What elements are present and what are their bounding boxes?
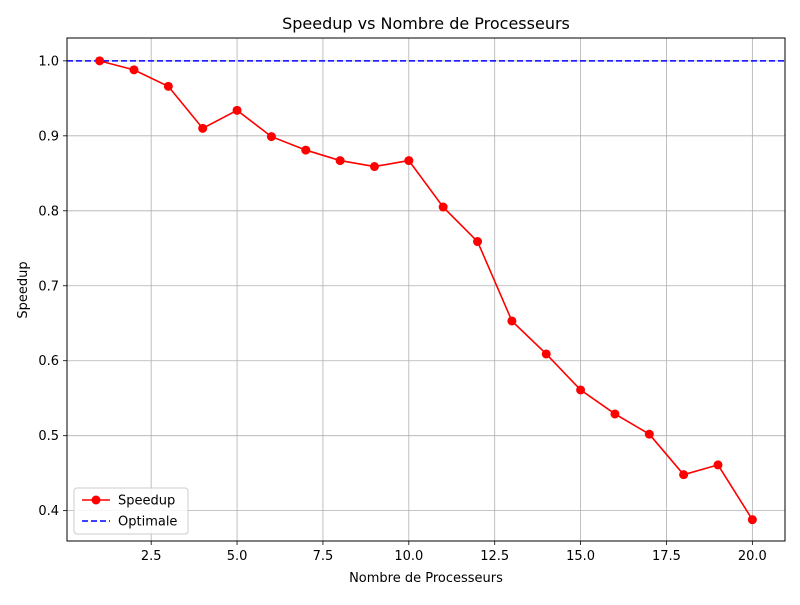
speedup-series bbox=[95, 56, 757, 525]
y-tick-label: 1.0 bbox=[38, 54, 59, 69]
plot-frame bbox=[66, 37, 786, 542]
speedup-point bbox=[473, 237, 483, 247]
x-tick-label: 7.5 bbox=[313, 549, 334, 564]
speedup-line bbox=[99, 60, 754, 521]
speedup-point bbox=[541, 349, 551, 359]
y-axis-label: Speedup bbox=[16, 261, 31, 318]
legend: Speedup Optimale bbox=[73, 487, 189, 535]
speedup-point bbox=[610, 409, 620, 419]
y-tick-label: 0.9 bbox=[38, 129, 59, 144]
x-tick-label: 17.5 bbox=[652, 549, 681, 564]
speedup-point bbox=[747, 515, 757, 525]
speedup-point bbox=[335, 156, 345, 166]
y-tick-label: 0.6 bbox=[38, 354, 59, 369]
speedup-point bbox=[301, 145, 311, 155]
speedup-point bbox=[679, 470, 689, 480]
legend-label-speedup: Speedup bbox=[118, 494, 175, 509]
chart-title: Speedup vs Nombre de Processeurs bbox=[282, 14, 570, 33]
speedup-point bbox=[576, 385, 586, 395]
y-tick-label: 0.8 bbox=[38, 204, 59, 219]
legend-marker-speedup bbox=[91, 495, 101, 505]
x-tick-label: 2.5 bbox=[141, 549, 162, 564]
x-tick-label: 20.0 bbox=[738, 549, 767, 564]
y-tick-label: 0.5 bbox=[38, 429, 59, 444]
speedup-point bbox=[713, 460, 723, 470]
speedup-point bbox=[438, 202, 448, 212]
speedup-point bbox=[369, 162, 379, 172]
speedup-point bbox=[644, 429, 654, 439]
speedup-point bbox=[404, 156, 414, 166]
x-tick-label: 10.0 bbox=[394, 549, 423, 564]
grid-lines bbox=[67, 38, 785, 541]
speedup-point bbox=[507, 316, 517, 326]
x-tick-label: 12.5 bbox=[480, 549, 509, 564]
speedup-point bbox=[232, 105, 242, 115]
speedup-point bbox=[95, 56, 105, 66]
x-tick-label: 15.0 bbox=[566, 549, 595, 564]
y-tick-label: 0.4 bbox=[38, 504, 59, 519]
y-tick-label: 0.7 bbox=[38, 279, 59, 294]
speedup-point bbox=[266, 132, 276, 142]
x-tick-label: 5.0 bbox=[227, 549, 248, 564]
y-axis-ticks: 0.4 0.5 0.6 0.7 0.8 0.9 1.0 bbox=[38, 54, 67, 519]
x-axis-label: Nombre de Processeurs bbox=[349, 571, 503, 586]
speedup-point bbox=[163, 81, 173, 91]
legend-label-optimale: Optimale bbox=[118, 515, 177, 530]
speedup-point bbox=[129, 65, 139, 75]
x-axis-ticks: 2.5 5.0 7.5 10.0 12.5 15.0 17.5 20.0 bbox=[141, 541, 767, 564]
speedup-point bbox=[198, 123, 208, 133]
